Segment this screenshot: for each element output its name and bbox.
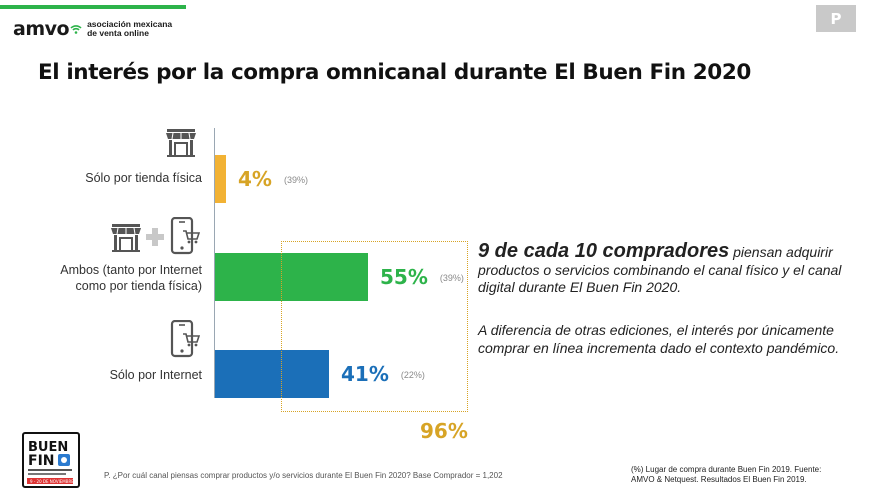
total-label: 96% [420,419,468,443]
buen-fin-logo-line1: BUEN [28,440,68,455]
buen-fin-logo-line2: FIN [28,453,55,469]
prev-year-label-tienda: (39%) [283,175,308,185]
plus-icon [146,228,164,246]
source-line1: (%) Lugar de compra durante Buen Fin 201… [631,465,822,474]
bar-ambos [215,253,368,301]
buen-fin-logo: BUEN FIN 9 - 20 DE NOVIEMBRE [22,432,80,488]
page-badge: P [816,5,856,32]
store-icon [166,129,196,157]
value-label-ambos: 55% [380,265,428,289]
chart-axis-line [214,128,215,398]
category-label-ambos: Ambos (tanto por Internet como por tiend… [60,262,202,294]
value-label-internet: 41% [341,362,389,386]
total-highlight-box [281,241,468,412]
source-footnote: (%) Lugar de compra durante Buen Fin 201… [631,465,821,485]
prev-year-label-ambos: (39%) [439,273,464,283]
logo-word: amvo [13,18,70,40]
amvo-logo: amvo asociación mexicana de venta online [13,18,172,40]
logo-signal-icon [70,25,82,34]
source-line2: AMVO & Netquest. Resultados El Buen Fin … [631,475,807,484]
value-label-tienda: 4% [238,167,272,191]
headline-rest: piensan adquirir productos o servicios c… [478,244,842,295]
phone-cart-icon [170,320,200,358]
logo-subtitle: asociación mexicana de venta online [87,20,172,38]
category-label-ambos-line2: como por tienda física) [75,279,202,293]
store-icon [111,224,141,252]
survey-question-footnote: P. ¿Por cuál canal piensas comprar produ… [104,471,503,480]
headline-text: 9 de cada 10 compradores piensan adquiri… [478,240,868,297]
phone-cart-icon [170,217,200,255]
logo-sub-line2: de venta online [87,28,149,38]
top-accent-line [0,5,186,9]
bar-tienda-fisica [215,155,226,203]
secondary-paragraph: A diferencia de otras ediciones, el inte… [478,322,840,356]
buen-fin-logo-date: 9 - 20 DE NOVIEMBRE [30,479,74,484]
page-title: El interés por la compra omnicanal duran… [38,60,751,85]
category-label-tienda: Sólo por tienda física [85,171,202,185]
category-label-internet: Sólo por Internet [109,368,202,382]
category-label-ambos-line1: Ambos (tanto por Internet [60,263,202,277]
headline-strong: 9 de cada 10 compradores [478,240,730,262]
bar-internet [215,350,329,398]
prev-year-label-internet: (22%) [400,370,425,380]
logo-sub-line1: asociación mexicana [87,19,173,29]
